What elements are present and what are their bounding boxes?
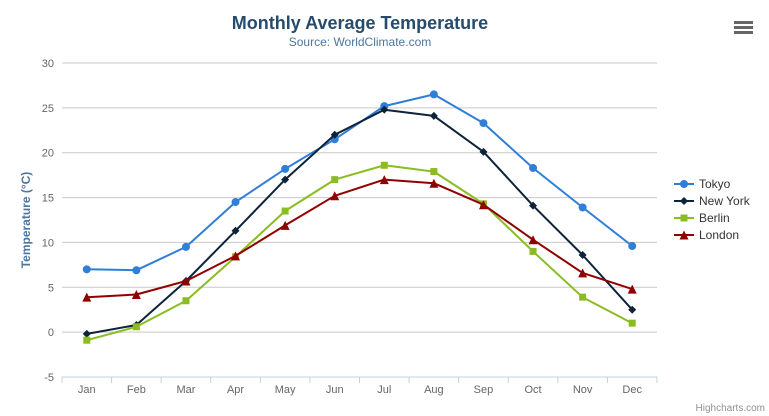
y-axis-label: 10	[42, 237, 54, 249]
x-axis-label: Feb	[127, 384, 146, 396]
point-tokyo-feb[interactable]	[132, 266, 141, 275]
legend-symbol-circle-icon	[674, 180, 694, 188]
point-new-york-jul[interactable]	[380, 105, 389, 114]
point-new-york-jun[interactable]	[330, 130, 339, 139]
point-london-mar[interactable]	[181, 276, 191, 286]
legend-symbol-triangle-icon	[674, 230, 694, 240]
point-berlin-mar[interactable]	[182, 297, 190, 305]
hamburger-icon	[734, 25, 753, 29]
point-new-york-aug[interactable]	[429, 111, 438, 120]
point-berlin-jul[interactable]	[380, 161, 388, 169]
legend-label: New York	[699, 194, 750, 208]
hamburger-icon	[734, 30, 753, 34]
x-axis-label: Dec	[622, 384, 642, 396]
series-line-berlin	[85, 164, 634, 342]
series-line-new-york	[85, 108, 634, 335]
legend-item-berlin[interactable]: Berlin	[674, 211, 750, 225]
x-axis-label: Aug	[424, 384, 444, 396]
series-line-tokyo	[85, 93, 634, 272]
point-london-dec[interactable]	[627, 284, 637, 294]
point-new-york-may[interactable]	[281, 175, 290, 184]
y-axis-label: -5	[44, 372, 54, 384]
y-axis-label: 5	[48, 282, 54, 294]
x-axis-label: Mar	[176, 384, 195, 396]
point-tokyo-nov[interactable]	[578, 203, 587, 212]
point-tokyo-sep[interactable]	[479, 119, 488, 128]
y-axis-label: 25	[42, 103, 54, 115]
point-berlin-may[interactable]	[281, 207, 289, 215]
series-tokyo[interactable]	[82, 90, 637, 275]
point-new-york-apr[interactable]	[231, 226, 240, 235]
highcharts-credit[interactable]: Highcharts.com	[695, 403, 765, 414]
y-axis-title: Temperature (°C)	[19, 172, 33, 269]
point-tokyo-dec[interactable]	[628, 242, 637, 251]
point-london-jan[interactable]	[82, 292, 92, 302]
chart-title: Monthly Average Temperature	[231, 13, 489, 33]
legend-label: Berlin	[699, 211, 730, 225]
point-berlin-jun[interactable]	[331, 176, 339, 184]
x-axis-label: Oct	[524, 384, 541, 396]
point-london-apr[interactable]	[231, 251, 241, 261]
point-london-oct[interactable]	[528, 235, 538, 245]
point-london-aug[interactable]	[429, 178, 439, 188]
legend-symbol-diamond-icon	[674, 197, 694, 205]
x-axis-label: Jan	[78, 384, 96, 396]
legend-label: London	[699, 228, 740, 242]
export-menu-button[interactable]	[730, 16, 757, 38]
x-axis-label: Sep	[474, 384, 494, 396]
point-london-sep[interactable]	[478, 200, 488, 210]
point-tokyo-apr[interactable]	[231, 198, 240, 207]
point-berlin-aug[interactable]	[430, 168, 438, 176]
legend-item-new-york[interactable]: New York	[674, 194, 750, 208]
point-london-jul[interactable]	[379, 175, 389, 185]
y-axis-label: 30	[42, 58, 54, 70]
point-berlin-dec[interactable]	[628, 319, 636, 327]
series-london[interactable]	[82, 175, 637, 302]
point-berlin-nov[interactable]	[579, 293, 587, 301]
point-tokyo-aug[interactable]	[429, 90, 438, 99]
point-berlin-oct[interactable]	[529, 247, 537, 255]
point-tokyo-mar[interactable]	[181, 242, 190, 251]
series-new-york[interactable]	[82, 105, 637, 338]
point-berlin-jan[interactable]	[83, 336, 91, 344]
hamburger-icon	[734, 20, 753, 24]
point-new-york-jan[interactable]	[82, 329, 91, 338]
y-axis-label: 15	[42, 193, 54, 205]
point-london-may[interactable]	[280, 220, 290, 230]
legend: Tokyo New York Berlin London	[674, 177, 750, 242]
point-new-york-sep[interactable]	[479, 147, 488, 156]
point-london-jun[interactable]	[330, 191, 340, 201]
point-tokyo-may[interactable]	[281, 164, 290, 173]
y-axis-label: 20	[42, 148, 54, 160]
x-axis-label: Apr	[227, 384, 244, 396]
series-line-london	[85, 178, 634, 299]
point-london-nov[interactable]	[578, 268, 588, 278]
legend-item-tokyo[interactable]: Tokyo	[674, 177, 750, 191]
point-london-feb[interactable]	[131, 289, 141, 299]
point-tokyo-jan[interactable]	[82, 265, 91, 274]
x-axis-label: Jun	[326, 384, 344, 396]
point-new-york-oct[interactable]	[529, 201, 538, 210]
point-berlin-feb[interactable]	[132, 323, 140, 331]
legend-symbol-square-icon	[674, 214, 694, 222]
point-tokyo-oct[interactable]	[529, 163, 538, 172]
x-axis-label: Jul	[377, 384, 391, 396]
legend-label: Tokyo	[699, 177, 731, 191]
legend-item-london[interactable]: London	[674, 228, 750, 242]
x-axis-label: May	[275, 384, 296, 396]
point-new-york-nov[interactable]	[578, 250, 587, 259]
point-new-york-dec[interactable]	[628, 305, 637, 314]
x-axis-label: Nov	[573, 384, 593, 396]
y-axis-label: 0	[48, 327, 54, 339]
chart-subtitle: Source: WorldClimate.com	[288, 35, 432, 49]
